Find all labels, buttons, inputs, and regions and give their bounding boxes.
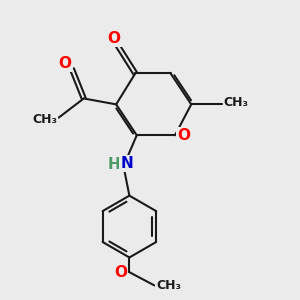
Text: O: O [114,265,127,280]
Text: CH₃: CH₃ [156,279,181,292]
Text: N: N [121,156,134,171]
Text: O: O [177,128,190,143]
Text: CH₃: CH₃ [224,96,249,110]
Text: O: O [58,56,71,70]
Text: CH₃: CH₃ [32,112,57,126]
Text: H: H [108,157,121,172]
Text: O: O [108,31,121,46]
